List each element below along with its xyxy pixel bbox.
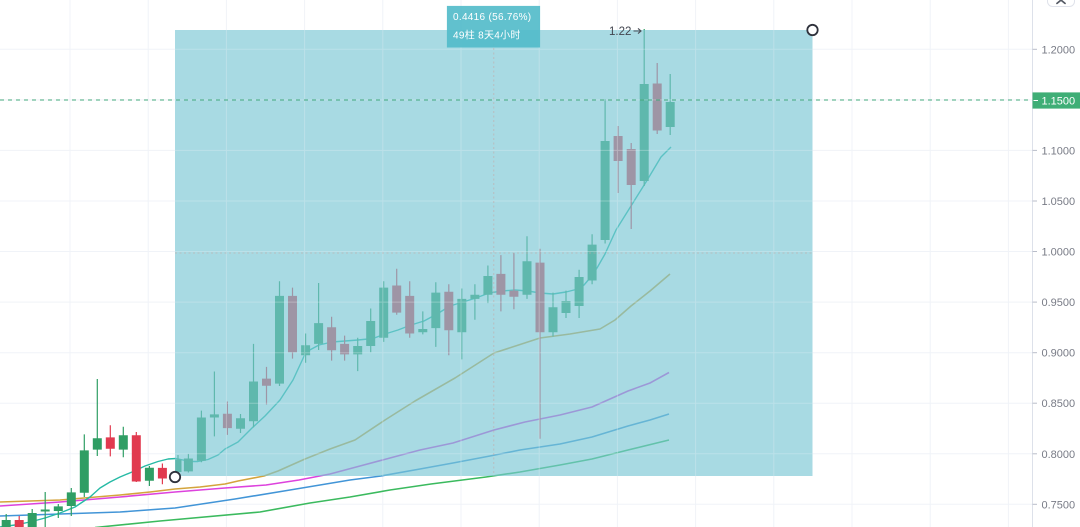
svg-text:1.2000: 1.2000 bbox=[1042, 44, 1076, 56]
svg-text:0.9000: 0.9000 bbox=[1042, 348, 1076, 360]
svg-text:0.8000: 0.8000 bbox=[1042, 449, 1076, 461]
svg-text:1.22: 1.22 bbox=[609, 26, 631, 38]
svg-text:0.8500: 0.8500 bbox=[1042, 398, 1076, 410]
svg-text:0.9500: 0.9500 bbox=[1042, 297, 1076, 309]
svg-text:0.4416 (56.76%): 0.4416 (56.76%) bbox=[453, 12, 531, 23]
svg-text:1.1000: 1.1000 bbox=[1042, 145, 1076, 157]
svg-text:1.1500: 1.1500 bbox=[1042, 96, 1076, 108]
svg-text:0.7500: 0.7500 bbox=[1042, 499, 1076, 511]
svg-text:49柱 8天4小时: 49柱 8天4小时 bbox=[453, 28, 521, 41]
svg-text:1.0500: 1.0500 bbox=[1042, 196, 1076, 208]
svg-text:1.0000: 1.0000 bbox=[1042, 247, 1076, 259]
